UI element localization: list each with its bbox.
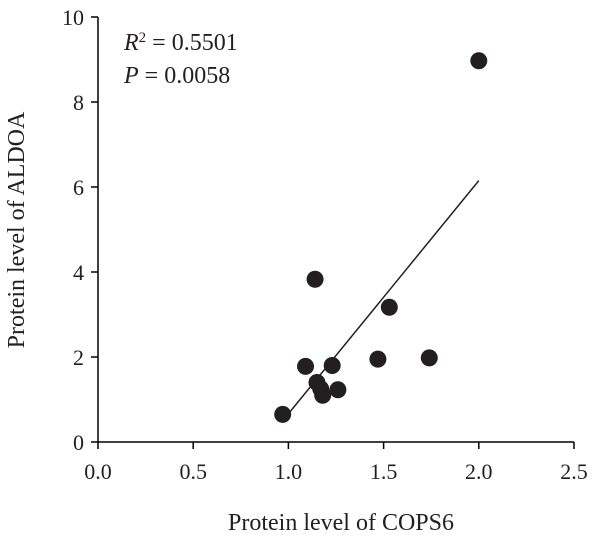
data-point <box>380 298 398 316</box>
r2-superscript: 2 <box>139 30 147 46</box>
data-point <box>470 52 488 70</box>
p-value: = 0.0058 <box>139 63 231 89</box>
x-tick-label: 2.5 <box>560 459 588 484</box>
x-tick-label: 0.5 <box>179 459 207 484</box>
p-symbol: P <box>123 63 139 89</box>
y-tick-label: 6 <box>73 175 84 200</box>
data-point <box>297 357 315 375</box>
data-point <box>306 270 324 288</box>
data-point <box>329 381 347 399</box>
y-tick-label: 0 <box>73 430 84 455</box>
r2-symbol: R <box>123 30 139 56</box>
x-axis-ticks: 0.0 0.5 1.0 1.5 2.0 2.5 <box>84 442 588 484</box>
y-axis-ticks: 0 2 4 6 8 10 <box>62 5 98 455</box>
y-tick-label: 2 <box>73 345 84 370</box>
x-tick-label: 2.0 <box>465 459 493 484</box>
data-point <box>323 357 341 374</box>
data-points <box>274 52 488 423</box>
x-tick-label: 0.0 <box>84 459 112 484</box>
y-axis-title: Protein level of ALDOA <box>4 111 30 348</box>
data-point <box>420 349 438 367</box>
y-tick-label: 8 <box>73 90 84 115</box>
x-tick-label: 1.0 <box>275 459 303 484</box>
y-tick-label: 10 <box>62 5 84 30</box>
data-point <box>369 350 387 368</box>
data-point <box>314 386 332 404</box>
r2-value: = 0.5501 <box>146 30 238 56</box>
r-squared-annotation: R2 = 0.5501 <box>123 30 238 56</box>
p-value-annotation: P = 0.0058 <box>123 63 230 89</box>
y-tick-label: 4 <box>73 260 84 285</box>
x-tick-label: 1.5 <box>370 459 398 484</box>
data-point <box>274 405 292 423</box>
x-axis-title: Protein level of COPS6 <box>228 510 454 536</box>
